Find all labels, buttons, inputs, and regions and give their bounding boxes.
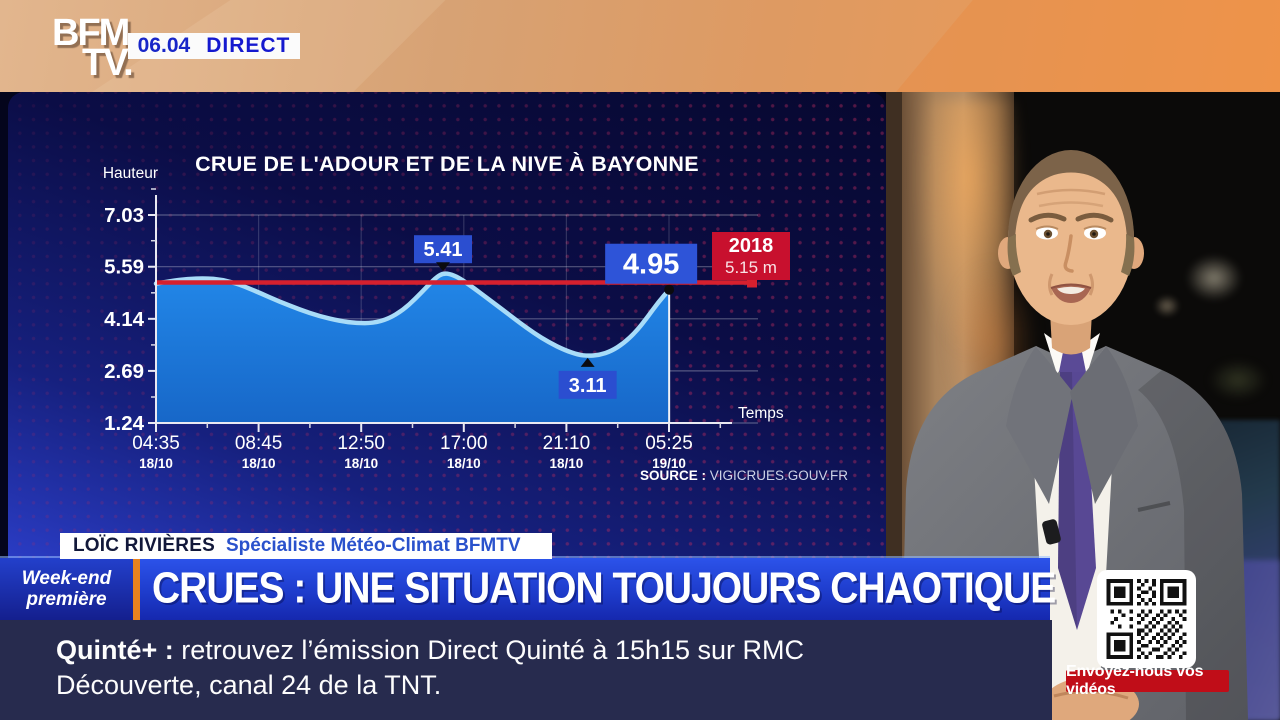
x-tick-date: 18/10 xyxy=(242,456,276,471)
annotation-badge xyxy=(414,235,472,264)
chart-title: CRUE DE L'ADOUR ET DE LA NIVE À BAYONNE xyxy=(195,152,699,176)
nose xyxy=(1063,234,1074,273)
qr-pattern xyxy=(1106,579,1187,659)
clock-time: 06.04 xyxy=(137,34,191,57)
upper-lip xyxy=(1050,283,1092,289)
jacket-lapel xyxy=(1070,346,1138,504)
tie-knot xyxy=(1059,352,1086,372)
y-tick-label: 2.69 xyxy=(104,360,144,383)
eyelid xyxy=(1083,225,1107,230)
annotation-value: 5.41 xyxy=(424,239,463,261)
band-pattern xyxy=(896,0,1280,92)
x-tick-date: 18/10 xyxy=(447,456,481,471)
y-tick-label: 5.59 xyxy=(104,256,144,279)
ticker-lead: Quinté+ : xyxy=(56,635,174,665)
chart-panel: CRUE DE L'ADOUR ET DE LA NIVE À BAYONNE … xyxy=(8,92,886,558)
marker-down xyxy=(436,262,450,272)
news-ticker: Quinté+ : retrouvez l’émission Direct Qu… xyxy=(0,620,1052,720)
y-tick-label: 4.14 xyxy=(104,308,144,331)
reference-value: 5.15 m xyxy=(725,258,777,277)
speaker-badge: LOÏC RIVIÈRES Spécialiste Météo-Climat B… xyxy=(60,533,552,559)
qr-caption[interactable]: Envoyez-nous vos vidéos xyxy=(1066,663,1229,698)
x-tick-time: 05:25 xyxy=(645,433,693,454)
time-direct-strip: 06.04 DIRECT xyxy=(128,33,300,59)
current-level-dot xyxy=(664,284,675,295)
eyebrow xyxy=(1028,212,1067,223)
current-level-badge xyxy=(605,243,698,284)
x-tick-time: 08:45 xyxy=(235,433,283,454)
forehead-line xyxy=(1036,188,1106,196)
reference-badge xyxy=(712,232,790,280)
pocket-line xyxy=(1137,501,1171,512)
live-badge: DIRECT xyxy=(206,34,291,57)
shirt-collar xyxy=(1044,333,1072,374)
ticker-line-2: Découverte, canal 24 de la TNT. xyxy=(56,670,442,700)
headline: CRUES : UNE SITUATION TOUJOURS CHAOTIQUE xyxy=(152,564,1056,613)
speaker-role: Spécialiste Météo-Climat BFMTV xyxy=(225,535,521,556)
marker-up xyxy=(580,357,595,367)
x-tick-time: 21:10 xyxy=(543,433,591,454)
x-tick-time: 04:35 xyxy=(132,433,180,454)
x-tick-time: 17:00 xyxy=(440,433,488,454)
studio-light-glow xyxy=(914,100,1024,360)
water-level-line xyxy=(153,271,672,358)
jacket-lapel xyxy=(1006,346,1073,504)
smile-fold xyxy=(1048,273,1054,296)
eyelid xyxy=(1035,225,1059,230)
shirt-collar xyxy=(1072,333,1100,374)
pupil xyxy=(1046,232,1050,236)
headline-banner: Week-end première CRUES : UNE SITUATION … xyxy=(0,556,1056,620)
bfmtv-logo: BFM TV. xyxy=(52,12,134,84)
suit-shadow xyxy=(1138,370,1248,720)
teeth xyxy=(1057,286,1085,294)
ticker-line-1: Quinté+ : retrouvez l’émission Direct Qu… xyxy=(56,635,805,665)
speaker-name: LOÏC RIVIÈRES xyxy=(73,535,215,556)
hair-side xyxy=(1121,234,1135,276)
lapel-microphone xyxy=(1042,519,1061,545)
qr-code[interactable] xyxy=(1097,570,1196,668)
water-level-area xyxy=(156,273,670,423)
annotation-badge xyxy=(558,370,617,399)
smile-fold xyxy=(1088,273,1094,296)
reference-year: 2018 xyxy=(729,235,774,257)
current-level-value: 4.95 xyxy=(623,249,679,281)
pupil xyxy=(1092,232,1096,236)
orange-divider xyxy=(133,558,140,620)
y-axis-title: Hauteur xyxy=(103,165,158,182)
y-tick-label: 7.03 xyxy=(104,204,144,227)
studio-background-light xyxy=(1208,360,1268,400)
hair-side xyxy=(1007,234,1021,276)
x-tick-time: 12:50 xyxy=(337,433,385,454)
source-label: SOURCE : VIGICRUES.GOUV.FR xyxy=(640,468,848,483)
reference-line-end xyxy=(747,277,757,288)
hair xyxy=(1008,150,1134,240)
y-tick-label: 1.24 xyxy=(104,412,144,435)
x-tick-date: 18/10 xyxy=(550,456,584,471)
x-tick-date: 19/10 xyxy=(652,456,686,471)
studio-background-light xyxy=(1186,255,1242,301)
forehead-line xyxy=(1038,201,1104,208)
eyebrow xyxy=(1075,212,1114,223)
studio-background-light xyxy=(1154,295,1180,317)
annotation-value: 3.11 xyxy=(569,375,607,397)
program-label: Week-end première xyxy=(0,558,133,620)
x-tick-date: 18/10 xyxy=(344,456,378,471)
x-tick-date: 18/10 xyxy=(139,456,173,471)
top-band: BFM TV. 06.04 DIRECT xyxy=(0,0,1280,92)
x-axis-title: Temps xyxy=(738,405,784,422)
